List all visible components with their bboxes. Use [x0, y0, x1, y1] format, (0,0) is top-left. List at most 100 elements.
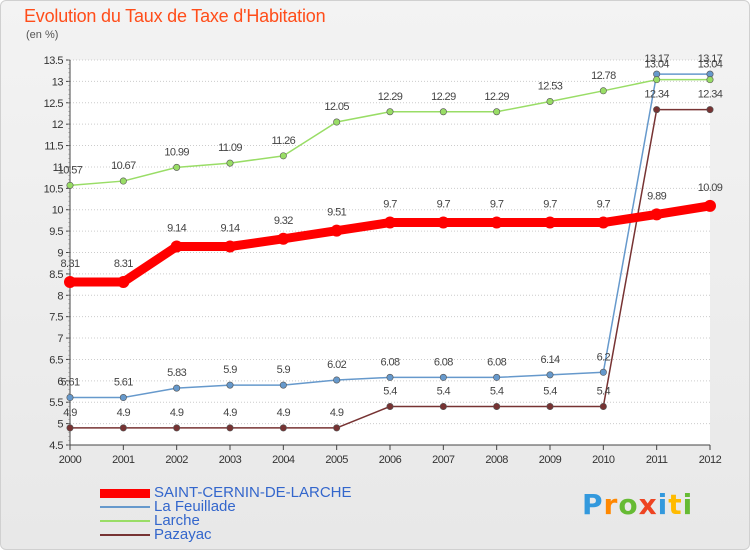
data-point [439, 373, 447, 381]
data-point [226, 424, 234, 432]
y-tick-label: 10.5 [44, 183, 64, 195]
logo-letter: i [682, 488, 694, 521]
data-point [119, 177, 127, 185]
data-label: 12.29 [484, 91, 509, 103]
data-point [386, 402, 394, 410]
data-label: 9.14 [220, 223, 239, 235]
data-point [544, 216, 556, 229]
data-label: 6.08 [434, 356, 453, 368]
data-label: 9.14 [167, 223, 186, 235]
data-point [66, 394, 74, 402]
y-tick-label: 9 [57, 248, 63, 260]
data-point [493, 373, 501, 381]
data-label: 5.4 [597, 386, 611, 398]
data-label: 12.34 [644, 89, 669, 101]
chart-title: Evolution du Taux de Taxe d'Habitation [24, 6, 326, 26]
data-label: 13.04 [698, 59, 723, 71]
data-label: 6.02 [327, 359, 346, 371]
data-point [546, 371, 554, 379]
data-point [224, 240, 236, 253]
legend-item: Larche [100, 512, 400, 529]
y-tick-label: 5 [57, 419, 63, 431]
data-label: 5.4 [437, 386, 451, 398]
data-label: 11.09 [218, 142, 242, 154]
data-point [653, 76, 661, 84]
legend-label: Larche [154, 512, 200, 529]
data-point [546, 97, 554, 105]
data-label: 9.7 [543, 199, 557, 211]
data-label: 8.31 [114, 258, 133, 270]
data-label: 12.53 [538, 80, 563, 92]
data-point [330, 224, 343, 237]
logo-letter: x [638, 488, 658, 521]
x-tick-label: 2006 [379, 454, 402, 466]
data-point [704, 199, 716, 212]
data-label: 9.89 [647, 190, 666, 202]
data-point [173, 163, 181, 171]
legend-label: Pazayac [154, 526, 212, 543]
data-label: 5.4 [383, 386, 397, 398]
y-tick-label: 8.5 [49, 269, 63, 281]
data-label: 6.14 [540, 354, 559, 366]
data-point [64, 276, 76, 289]
data-point [279, 381, 287, 389]
legend-item: Pazayac [100, 526, 400, 543]
data-point [66, 181, 74, 189]
data-label: 4.9 [63, 407, 77, 419]
data-label: 11.26 [271, 135, 295, 147]
chart-unit: (en %) [26, 29, 59, 41]
logo-letter: t [668, 488, 683, 521]
data-label: 12.05 [324, 101, 349, 113]
data-label: 4.9 [170, 407, 184, 419]
y-tick-label: 6 [57, 376, 63, 388]
data-label: 5.83 [167, 367, 186, 379]
data-point [386, 108, 394, 116]
data-point [279, 424, 287, 432]
y-tick-label: 5.5 [49, 397, 63, 409]
data-label: 5.4 [490, 386, 504, 398]
data-point [439, 108, 447, 116]
x-tick-label: 2005 [325, 454, 348, 466]
data-point [597, 216, 610, 229]
data-point [599, 368, 607, 376]
data-label: 5.9 [277, 364, 291, 376]
x-tick-label: 2010 [592, 454, 615, 466]
data-point [650, 208, 663, 221]
data-label: 4.9 [277, 407, 291, 419]
legend-swatch [100, 520, 150, 522]
data-point [173, 384, 181, 392]
y-tick-label: 7.5 [49, 312, 63, 324]
y-tick-label: 10 [52, 205, 64, 217]
legend-item: SAINT-CERNIN-DE-LARCHE [100, 484, 400, 501]
logo-letter: P [582, 488, 604, 521]
data-label: 12.29 [431, 91, 456, 103]
data-point [493, 402, 501, 410]
y-tick-label: 7 [57, 333, 63, 345]
data-point [599, 402, 607, 410]
data-label: 12.34 [698, 89, 723, 101]
x-tick-label: 2011 [646, 454, 668, 466]
data-point [226, 381, 234, 389]
data-point [279, 152, 287, 160]
data-label: 13.17 [644, 53, 669, 65]
x-tick-label: 2009 [539, 454, 562, 466]
logo-letter: r [603, 488, 619, 521]
x-tick-label: 2012 [699, 454, 722, 466]
logo-letter: i [657, 488, 669, 521]
y-tick-label: 8 [57, 290, 63, 302]
data-point [117, 276, 130, 289]
legend-swatch [100, 488, 150, 498]
data-label: 9.7 [490, 199, 504, 211]
y-tick-label: 11.5 [44, 141, 63, 153]
data-point [599, 87, 607, 95]
proxiti-logo: Proxiti [582, 488, 693, 521]
data-point [173, 424, 181, 432]
legend-label: La Feuillade [154, 498, 236, 515]
data-label: 6.08 [487, 356, 506, 368]
data-label: 4.9 [117, 407, 131, 419]
data-label: 5.4 [543, 386, 557, 398]
x-tick-label: 2000 [59, 454, 82, 466]
y-tick-label: 12.5 [44, 98, 64, 110]
data-label: 9.7 [597, 199, 611, 211]
data-label: 12.29 [378, 91, 403, 103]
